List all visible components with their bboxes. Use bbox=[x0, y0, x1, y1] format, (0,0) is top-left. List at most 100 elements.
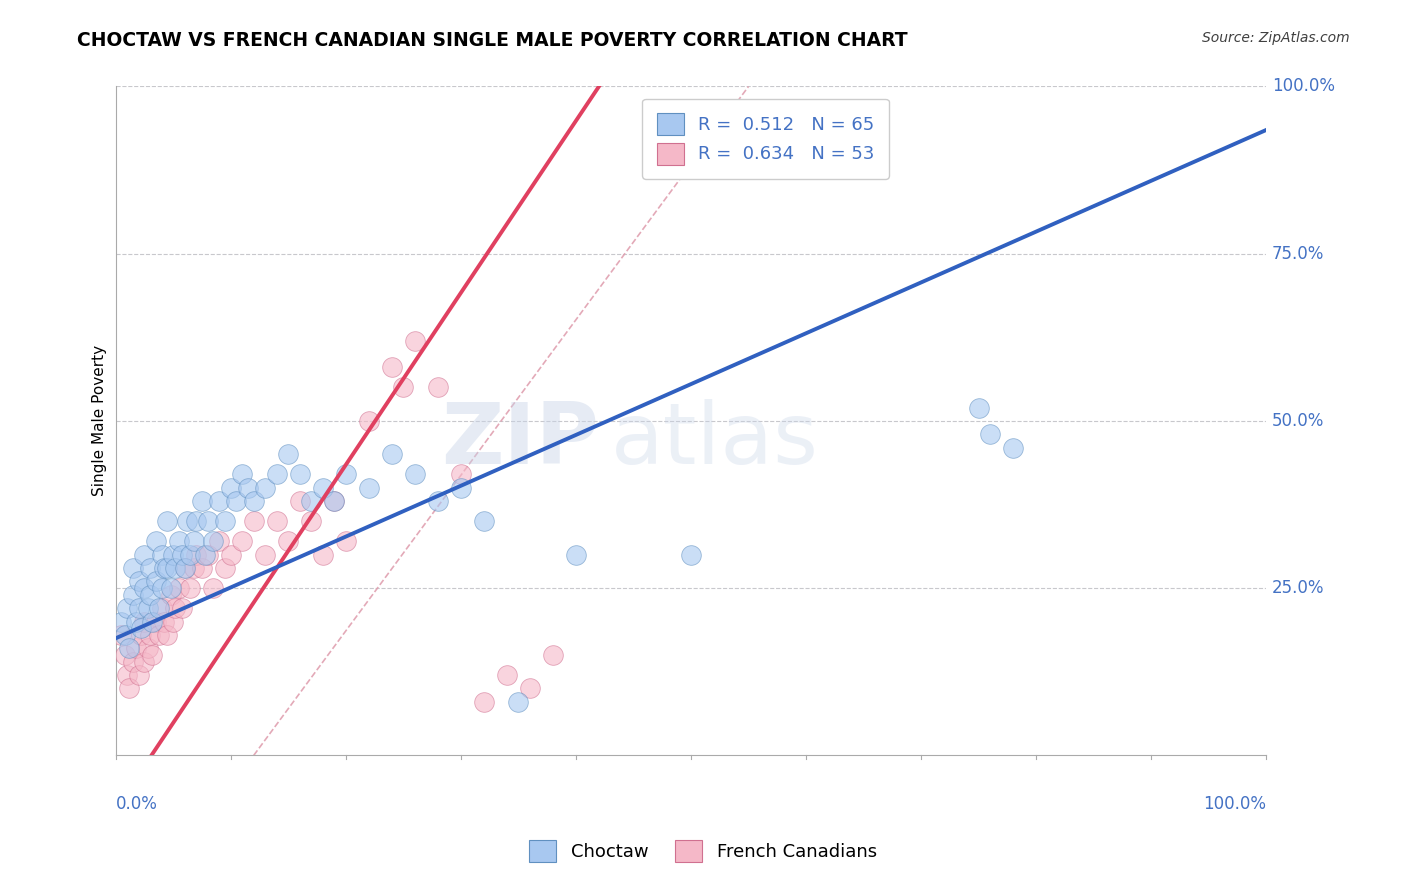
Point bbox=[115, 668, 138, 682]
Point bbox=[381, 360, 404, 375]
Point bbox=[219, 548, 242, 562]
Point bbox=[122, 655, 145, 669]
Point bbox=[404, 467, 426, 482]
Point bbox=[110, 615, 132, 629]
Point bbox=[148, 628, 170, 642]
Point bbox=[508, 695, 530, 709]
Point bbox=[266, 467, 288, 482]
Point bbox=[186, 514, 208, 528]
Point bbox=[150, 601, 173, 615]
Point bbox=[141, 615, 163, 629]
Point bbox=[139, 561, 162, 575]
Point bbox=[312, 481, 335, 495]
Point bbox=[450, 481, 472, 495]
Point bbox=[266, 514, 288, 528]
Point bbox=[496, 668, 519, 682]
Point bbox=[450, 467, 472, 482]
Point bbox=[541, 648, 564, 662]
Point bbox=[202, 534, 225, 549]
Point bbox=[179, 581, 201, 595]
Point bbox=[299, 514, 322, 528]
Point bbox=[134, 581, 156, 595]
Point bbox=[134, 655, 156, 669]
Point bbox=[145, 534, 167, 549]
Point bbox=[114, 648, 136, 662]
Point bbox=[254, 481, 277, 495]
Text: atlas: atlas bbox=[610, 400, 818, 483]
Point bbox=[323, 494, 346, 508]
Point bbox=[1002, 441, 1025, 455]
Point bbox=[114, 628, 136, 642]
Point bbox=[128, 601, 150, 615]
Text: ZIP: ZIP bbox=[441, 400, 599, 483]
Point bbox=[392, 380, 415, 394]
Point bbox=[156, 628, 179, 642]
Point bbox=[183, 534, 205, 549]
Point bbox=[136, 601, 159, 615]
Text: 25.0%: 25.0% bbox=[1272, 579, 1324, 597]
Point bbox=[129, 628, 152, 642]
Point bbox=[173, 561, 195, 575]
Point bbox=[288, 494, 311, 508]
Text: 75.0%: 75.0% bbox=[1272, 244, 1324, 262]
Point bbox=[173, 561, 195, 575]
Point bbox=[145, 574, 167, 589]
Point bbox=[141, 648, 163, 662]
Point bbox=[242, 494, 264, 508]
Point bbox=[426, 380, 449, 394]
Point bbox=[679, 548, 702, 562]
Point bbox=[122, 561, 145, 575]
Point bbox=[136, 641, 159, 656]
Point bbox=[165, 601, 187, 615]
Point bbox=[191, 561, 214, 575]
Point bbox=[128, 574, 150, 589]
Point bbox=[381, 447, 404, 461]
Point bbox=[357, 481, 380, 495]
Point bbox=[134, 615, 156, 629]
Point bbox=[194, 548, 217, 562]
Point bbox=[357, 414, 380, 428]
Y-axis label: Single Male Poverty: Single Male Poverty bbox=[93, 345, 107, 497]
Point bbox=[172, 601, 194, 615]
Point bbox=[277, 534, 299, 549]
Point bbox=[288, 467, 311, 482]
Text: CHOCTAW VS FRENCH CANADIAN SINGLE MALE POVERTY CORRELATION CHART: CHOCTAW VS FRENCH CANADIAN SINGLE MALE P… bbox=[77, 31, 908, 50]
Point bbox=[519, 681, 541, 696]
Point bbox=[139, 588, 162, 602]
Point bbox=[118, 681, 141, 696]
Point bbox=[125, 615, 148, 629]
Point bbox=[277, 447, 299, 461]
Point bbox=[162, 548, 184, 562]
Point bbox=[139, 628, 162, 642]
Point bbox=[208, 534, 231, 549]
Point bbox=[299, 494, 322, 508]
Text: 0.0%: 0.0% bbox=[115, 796, 157, 814]
Point bbox=[150, 581, 173, 595]
Point bbox=[128, 668, 150, 682]
Point bbox=[153, 615, 176, 629]
Point bbox=[979, 427, 1001, 442]
Point bbox=[335, 534, 357, 549]
Point bbox=[134, 548, 156, 562]
Point bbox=[214, 514, 236, 528]
Point bbox=[312, 548, 335, 562]
Point bbox=[242, 514, 264, 528]
Point bbox=[167, 534, 190, 549]
Point bbox=[172, 548, 194, 562]
Point bbox=[191, 494, 214, 508]
Point bbox=[129, 621, 152, 635]
Point bbox=[565, 548, 588, 562]
Point bbox=[967, 401, 990, 415]
Point bbox=[404, 334, 426, 348]
Point bbox=[323, 494, 346, 508]
Point bbox=[156, 561, 179, 575]
Point bbox=[125, 641, 148, 656]
Point bbox=[472, 514, 495, 528]
Text: 100.0%: 100.0% bbox=[1204, 796, 1267, 814]
Point bbox=[179, 548, 201, 562]
Point bbox=[160, 588, 183, 602]
Point bbox=[197, 514, 219, 528]
Point bbox=[156, 514, 179, 528]
Point bbox=[219, 481, 242, 495]
Text: Source: ZipAtlas.com: Source: ZipAtlas.com bbox=[1202, 31, 1350, 45]
